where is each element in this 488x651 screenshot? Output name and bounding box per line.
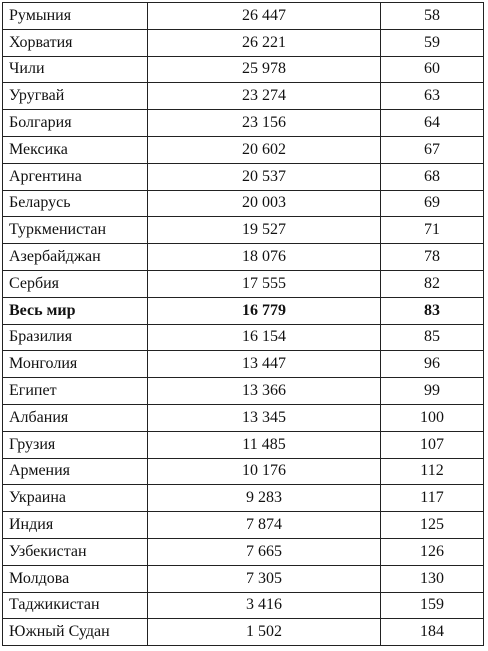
table-body: Румыния 26 447 58 Хорватия 26 221 59 Чил… [2,2,484,647]
country-ranking-table: Румыния 26 447 58 Хорватия 26 221 59 Чил… [2,2,484,647]
value-cell: 13 345 [147,403,381,432]
rank-cell: 117 [380,484,484,513]
country-cell: Грузия [2,430,148,459]
value-cell: 10 176 [147,457,381,486]
table-row: Узбекистан 7 665 126 [2,537,484,566]
value-cell: 16 779 [147,296,381,325]
country-ranking-table-container: Румыния 26 447 58 Хорватия 26 221 59 Чил… [2,2,484,647]
value-cell: 3 416 [147,591,381,620]
country-cell: Армения [2,457,148,486]
country-cell: Индия [2,511,148,539]
rank-cell: 59 [380,28,484,57]
rank-cell: 83 [380,296,484,325]
rank-cell: 82 [380,269,484,298]
rank-cell: 125 [380,511,484,539]
table-row: Индия 7 874 125 [2,511,484,539]
table-row-world-total: Весь мир 16 779 83 [2,296,484,325]
country-cell: Южный Судан [2,618,148,647]
table-row: Беларусь 20 003 69 [2,189,484,218]
country-cell: Бразилия [2,323,148,352]
table-row: Аргентина 20 537 68 [2,162,484,191]
table-row: Румыния 26 447 58 [2,2,484,30]
country-cell: Хорватия [2,28,148,57]
country-cell: Албания [2,403,148,432]
country-cell: Таджикистан [2,591,148,620]
value-cell: 25 978 [147,55,381,84]
table-row: Украина 9 283 117 [2,484,484,513]
value-cell: 16 154 [147,323,381,352]
country-cell: Аргентина [2,162,148,191]
table-row: Туркменистан 19 527 71 [2,216,484,245]
country-cell: Монголия [2,350,148,379]
value-cell: 20 537 [147,162,381,191]
value-cell: 20 602 [147,135,381,164]
table-row: Грузия 11 485 107 [2,430,484,459]
country-cell: Туркменистан [2,216,148,245]
value-cell: 23 156 [147,109,381,137]
country-cell: Чили [2,55,148,84]
table-row: Чили 25 978 60 [2,55,484,84]
value-cell: 17 555 [147,269,381,298]
value-cell: 11 485 [147,430,381,459]
rank-cell: 85 [380,323,484,352]
rank-cell: 63 [380,82,484,111]
table-row: Албания 13 345 100 [2,403,484,432]
value-cell: 7 665 [147,537,381,566]
value-cell: 26 221 [147,28,381,57]
table-row: Бразилия 16 154 85 [2,323,484,352]
country-cell: Азербайджан [2,243,148,271]
table-row: Хорватия 26 221 59 [2,28,484,57]
table-row: Южный Судан 1 502 184 [2,618,484,647]
value-cell: 18 076 [147,243,381,271]
table-row: Болгария 23 156 64 [2,109,484,137]
table-row: Мексика 20 602 67 [2,135,484,164]
value-cell: 9 283 [147,484,381,513]
rank-cell: 100 [380,403,484,432]
country-cell: Румыния [2,2,148,30]
rank-cell: 67 [380,135,484,164]
country-cell: Египет [2,377,148,405]
country-cell: Беларусь [2,189,148,218]
value-cell: 13 366 [147,377,381,405]
rank-cell: 64 [380,109,484,137]
rank-cell: 112 [380,457,484,486]
country-cell: Болгария [2,109,148,137]
country-cell: Украина [2,484,148,513]
value-cell: 20 003 [147,189,381,218]
value-cell: 23 274 [147,82,381,111]
rank-cell: 107 [380,430,484,459]
country-cell: Уругвай [2,82,148,111]
value-cell: 1 502 [147,618,381,647]
value-cell: 26 447 [147,2,381,30]
rank-cell: 96 [380,350,484,379]
rank-cell: 78 [380,243,484,271]
rank-cell: 71 [380,216,484,245]
country-cell: Весь мир [2,296,148,325]
table-row: Сербия 17 555 82 [2,269,484,298]
rank-cell: 99 [380,377,484,405]
value-cell: 13 447 [147,350,381,379]
rank-cell: 159 [380,591,484,620]
value-cell: 7 874 [147,511,381,539]
rank-cell: 184 [380,618,484,647]
table-row: Египет 13 366 99 [2,377,484,405]
table-row: Армения 10 176 112 [2,457,484,486]
country-cell: Сербия [2,269,148,298]
table-row: Уругвай 23 274 63 [2,82,484,111]
table-row: Таджикистан 3 416 159 [2,591,484,620]
rank-cell: 58 [380,2,484,30]
rank-cell: 68 [380,162,484,191]
rank-cell: 126 [380,537,484,566]
rank-cell: 130 [380,564,484,593]
rank-cell: 69 [380,189,484,218]
table-row: Азербайджан 18 076 78 [2,243,484,271]
rank-cell: 60 [380,55,484,84]
value-cell: 19 527 [147,216,381,245]
country-cell: Мексика [2,135,148,164]
table-row: Монголия 13 447 96 [2,350,484,379]
country-cell: Молдова [2,564,148,593]
table-row: Молдова 7 305 130 [2,564,484,593]
value-cell: 7 305 [147,564,381,593]
country-cell: Узбекистан [2,537,148,566]
